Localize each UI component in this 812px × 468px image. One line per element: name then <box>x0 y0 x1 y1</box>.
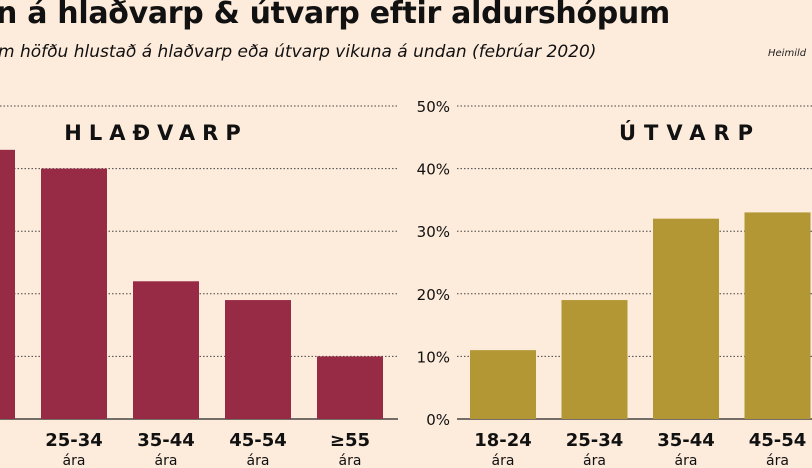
y-tick-label: 0% <box>426 411 450 429</box>
bar <box>744 212 811 419</box>
y-tick-label: 20% <box>417 286 450 304</box>
bar <box>133 281 199 419</box>
x-tick-label: 25-34 <box>45 430 103 451</box>
x-tick-sublabel: ára <box>339 453 362 468</box>
panel-title-0: HLAÐVARP <box>64 121 247 145</box>
bar <box>653 218 719 419</box>
y-tick-label: 30% <box>417 223 450 241</box>
x-tick-sublabel: ára <box>675 453 698 468</box>
bar <box>470 350 536 419</box>
bar <box>561 300 628 419</box>
x-tick-sublabel: ára <box>766 453 789 468</box>
x-tick-sublabel: ára <box>492 453 515 468</box>
x-tick-label: 18-24 <box>474 430 532 451</box>
x-tick-label: 25-34 <box>566 430 624 451</box>
source-label: Heimild <box>768 48 807 59</box>
x-tick-label: 35-44 <box>657 430 715 451</box>
x-tick-sublabel: ára <box>63 453 86 468</box>
bar <box>317 356 383 419</box>
x-tick-sublabel: ára <box>155 453 178 468</box>
panel-title-1: ÚTVARP <box>619 120 761 145</box>
bar <box>225 300 291 419</box>
y-tick-label: 40% <box>417 161 450 179</box>
x-tick-sublabel: ára <box>583 453 606 468</box>
chart-title: n á hlaðvarp & útvarp eftir aldurshópum <box>0 0 670 31</box>
bar <box>0 149 15 419</box>
bar <box>41 168 107 419</box>
y-tick-label: 50% <box>417 98 450 116</box>
x-tick-label: 45-54 <box>229 430 287 451</box>
chart-subtitle: m höfðu hlustað á hlaðvarp eða útvarp vi… <box>0 42 597 62</box>
x-tick-sublabel: ára <box>247 453 270 468</box>
y-tick-label: 10% <box>417 348 450 366</box>
x-tick-label: 35-44 <box>137 430 195 451</box>
x-tick-label: 45-54 <box>749 430 807 451</box>
x-tick-label: ≥55 <box>330 430 370 451</box>
